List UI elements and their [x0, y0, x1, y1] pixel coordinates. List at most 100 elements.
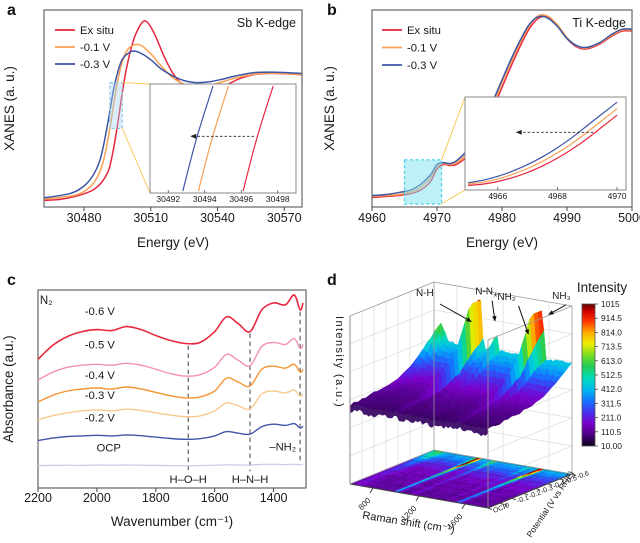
inset-frame — [464, 96, 627, 191]
potential-tick — [523, 492, 529, 496]
series-0-3-v — [43, 50, 303, 199]
colorbar-tick-label: 10.00 — [601, 441, 622, 451]
x-tick-label: 4980 — [488, 211, 516, 225]
colorbar-tick-label: 512.5 — [601, 370, 622, 380]
floor-gridline — [361, 478, 500, 504]
series-label-0-4-v: -0.4 V — [85, 370, 116, 382]
floor-gridline — [464, 469, 550, 505]
inset-x-tick-label: 4968 — [548, 191, 567, 201]
potential-tick-label-0-2: -0.2 — [528, 490, 542, 501]
panel-b-xanes-ti-chart: 4960 4970 4980 4990 5000 Energy (eV) XANES (a.… — [322, 9, 640, 250]
inset-series-0 — [467, 114, 618, 186]
connector-line — [122, 82, 151, 85]
peak-arrow-nh-head — [524, 329, 529, 335]
peak-label-n-h: N-H — [416, 288, 434, 299]
panel-letter-b: b — [327, 2, 337, 19]
x-tick-label: 1400 — [260, 491, 288, 505]
x-axis-label: Energy (eV) — [137, 235, 209, 250]
potential-tick-label-ocp: OCP — [492, 503, 509, 515]
surface-front-skirt — [350, 404, 488, 437]
inset-plot: 30492 30494 30496 30498 — [149, 83, 297, 204]
box-edge — [487, 473, 573, 509]
series-0-4-v — [37, 363, 304, 403]
series-label-ocp: OCP — [96, 442, 120, 454]
series-ex-situ — [43, 20, 303, 202]
raman-tick — [415, 495, 420, 502]
inset-series-2 — [467, 101, 618, 184]
peak-arrow-nh — [552, 304, 567, 313]
potential-tick — [499, 502, 505, 506]
peak-arrow-nh-head — [548, 310, 554, 315]
floor-gridline — [385, 469, 524, 494]
box-edge — [433, 281, 573, 307]
series-label-0-3-v: -0.3 V — [85, 390, 116, 402]
box-edge — [349, 281, 435, 317]
colorbar-title: Intensity — [577, 280, 628, 295]
x-tick-label: 4960 — [358, 211, 386, 225]
legend-label-ex-situ: Ex situ — [407, 25, 441, 37]
panel-letter-a: a — [7, 2, 16, 19]
potential-tick — [571, 473, 577, 476]
potential-tick-label-0: 0 — [504, 502, 510, 510]
legend-label-0-3-v: -0.3 V — [407, 60, 438, 72]
inset-x-tick-label: 4966 — [488, 191, 507, 201]
box-edge — [349, 449, 435, 485]
potential-tick — [547, 483, 553, 486]
inset-x-tick-label: 30494 — [193, 194, 217, 204]
series-0-6-v — [37, 294, 304, 360]
x-tick-label: 1600 — [201, 491, 229, 505]
y-axis-label: XANES (a. u.) — [322, 66, 337, 151]
z-axis-label: Intensity (a.u.) — [333, 316, 345, 408]
shift-arrow-head — [515, 129, 522, 135]
inset-frame — [149, 83, 297, 194]
colorbar-tick-label: 713.5 — [601, 342, 622, 352]
peak-label-nh: *NH₂ — [493, 292, 515, 303]
colorbar-tick-label: 914.5 — [601, 313, 622, 323]
inset-series-1 — [467, 108, 618, 185]
connector-line — [441, 189, 466, 205]
x-tick-label: 30480 — [67, 211, 102, 225]
legend-label-0-1-v: -0.1 V — [407, 42, 438, 54]
wall-gridline — [349, 421, 435, 457]
x-tick-label: 5000 — [618, 211, 640, 225]
peak-label-n-n: N-N — [475, 287, 493, 298]
potential-tick-label-0-6: -0.6 — [576, 470, 590, 481]
connector-line — [441, 96, 466, 160]
legend-label-0-3-v: -0.3 V — [80, 59, 111, 71]
legend-label-ex-situ: Ex situ — [80, 25, 114, 37]
x-tick-label: 30540 — [200, 211, 235, 225]
series-0-3-v — [37, 389, 304, 421]
peak-label-nh: NH₃ — [552, 291, 571, 302]
potential-tick-label-0-3: -0.3 — [540, 485, 554, 496]
series-0-5-v — [37, 337, 304, 381]
x-tick-label: 30510 — [133, 211, 168, 225]
series-0-2-v — [37, 422, 304, 442]
floor-gridline — [418, 461, 504, 497]
x-tick-label: 4990 — [553, 211, 581, 225]
floor-gridline — [420, 455, 559, 480]
panel-a-xanes-sb-chart: 30480 30510 30540 30570 Energy (eV) XANES (a.… — [2, 9, 303, 250]
panel-c-ftir-chart: H–O–H H–N–H –NH₂ -0.6 V -0.5 V -0.4 V -0.3 V -0… — [1, 289, 307, 529]
peak-arrow-n-h-head — [466, 317, 472, 322]
colorbar — [581, 303, 596, 447]
raman-tick — [369, 487, 374, 494]
marker-label-h-o-h: H–O–H — [170, 474, 207, 486]
floor-gridline — [372, 453, 458, 489]
highlight-box — [109, 81, 123, 130]
wall-gridline — [349, 309, 435, 345]
colorbar-tick-label: 613.0 — [601, 356, 622, 366]
potential-tick — [535, 488, 541, 491]
raman-tick — [461, 503, 466, 510]
panel-letter-d: d — [327, 272, 337, 289]
inset-series-2 — [242, 85, 274, 192]
floor-gridline — [408, 459, 547, 485]
legend-label-0-1-v: -0.1 V — [80, 42, 111, 54]
edge-title: Ti K-edge — [572, 16, 626, 30]
panel-letter-c: c — [7, 272, 16, 289]
peak-arrow-n-n — [491, 300, 495, 317]
floor-gridline — [396, 464, 536, 490]
marker-label-h-n-h: H–N–H — [232, 474, 269, 486]
highlight-box — [403, 159, 443, 205]
colorbar-tick-label: 110.5 — [601, 427, 622, 437]
